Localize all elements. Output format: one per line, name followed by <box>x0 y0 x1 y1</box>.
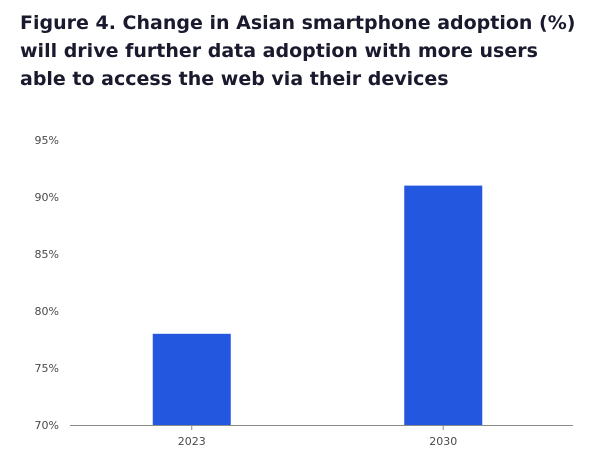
x-tick-label: 2023 <box>178 435 206 448</box>
chart-title: Figure 4. Change in Asian smartphone ado… <box>20 12 576 90</box>
y-tick-label: 95% <box>35 134 59 147</box>
x-tick-label: 2030 <box>429 435 457 448</box>
y-tick-label: 85% <box>35 248 59 261</box>
y-tick-label: 80% <box>35 305 59 318</box>
x-axis: 2023 2030 <box>178 425 457 448</box>
bars <box>152 185 483 425</box>
y-tick-label: 70% <box>35 419 59 432</box>
bar-2030 <box>404 185 483 425</box>
y-tick-label: 90% <box>35 191 59 204</box>
y-tick-label: 75% <box>35 362 59 375</box>
y-axis: 70% 75% 80% 85% 90% 95% <box>35 134 59 432</box>
bar-2023 <box>152 333 231 425</box>
